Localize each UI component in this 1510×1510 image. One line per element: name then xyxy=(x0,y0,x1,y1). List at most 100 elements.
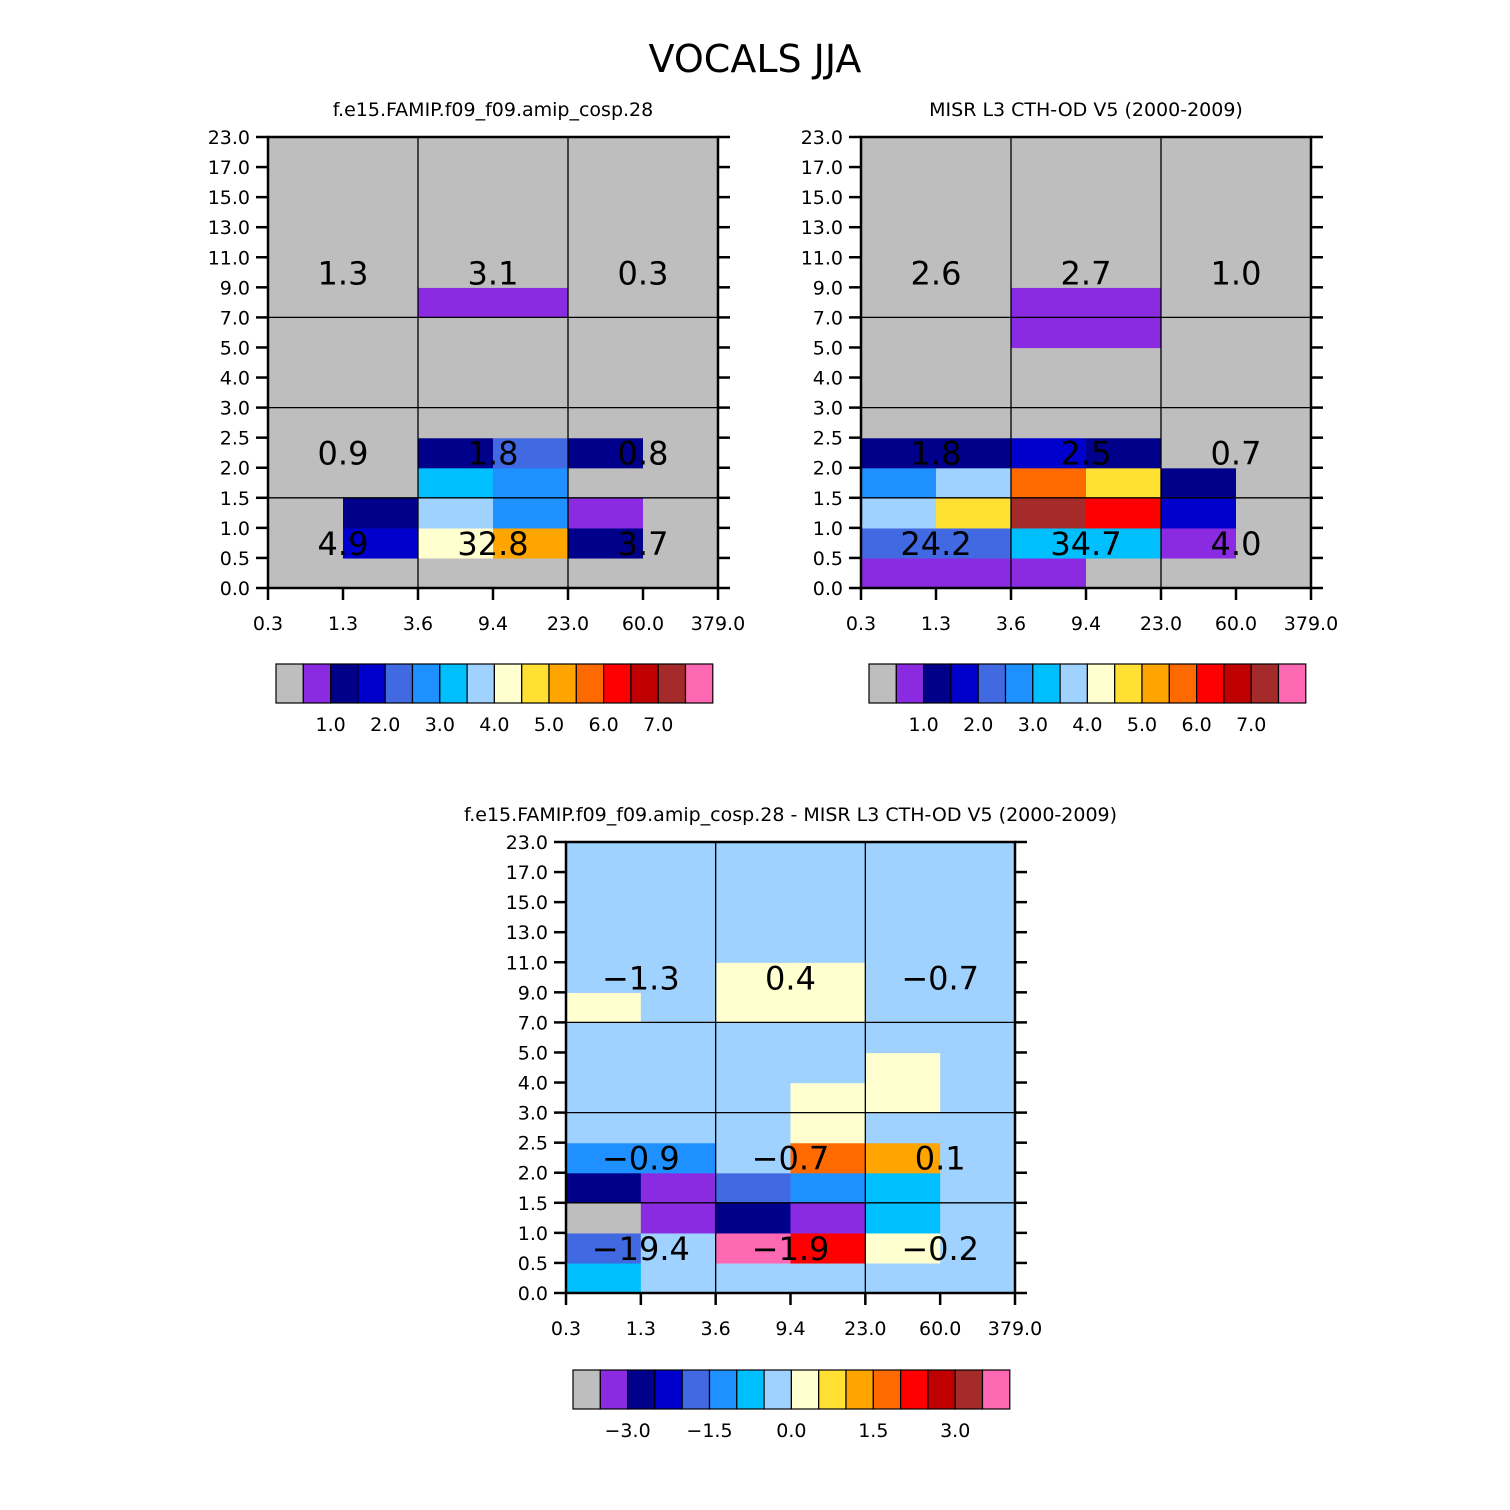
heatmap-cell xyxy=(640,1202,717,1234)
heatmap-cell xyxy=(936,497,1012,529)
colorbar-swatch xyxy=(684,663,714,704)
heatmap-cell xyxy=(1086,197,1162,228)
heatmap-cell xyxy=(1086,317,1162,349)
heatmap-cell xyxy=(343,437,419,469)
heatmap-cell xyxy=(1011,557,1087,589)
heatmap-cell xyxy=(640,1052,717,1084)
y-tick-label: 5.0 xyxy=(518,1042,548,1064)
colorbar-swatch xyxy=(466,663,496,704)
heatmap-cell xyxy=(640,1022,717,1054)
y-tick-label: 9.0 xyxy=(220,277,250,299)
heatmap-cell xyxy=(865,872,941,903)
heatmap-cell xyxy=(1236,167,1312,198)
heatmap-cell xyxy=(268,467,344,499)
colorbar-swatch xyxy=(872,1369,902,1410)
heatmap-cell xyxy=(865,1082,941,1114)
heatmap-cell xyxy=(1161,437,1237,469)
heatmap-cell xyxy=(418,317,494,349)
heatmap-cell xyxy=(715,1232,792,1264)
heatmap-cell xyxy=(566,1262,642,1294)
x-tick-label: 60.0 xyxy=(622,613,664,635)
colorbar-label: 3.0 xyxy=(940,1420,970,1442)
y-tick-label: 15.0 xyxy=(506,892,548,914)
y-tick-label: 5.0 xyxy=(813,337,843,359)
heatmap-cell xyxy=(940,1142,1016,1174)
box-total-label: 34.7 xyxy=(1050,525,1121,563)
box-total-label: 0.3 xyxy=(618,254,669,292)
heatmap-cell xyxy=(268,527,344,559)
heatmap-cell xyxy=(643,257,719,288)
heatmap-cell xyxy=(493,467,569,499)
box-total-label: 4.9 xyxy=(318,525,369,563)
heatmap-cell xyxy=(1011,257,1087,288)
y-tick-label: 15.0 xyxy=(801,187,843,209)
heatmap-cell xyxy=(568,137,644,168)
heatmap-cell xyxy=(343,527,419,559)
heatmap-cell xyxy=(715,962,792,993)
y-tick-label: 3.0 xyxy=(220,398,250,420)
heatmap-cell xyxy=(936,437,1012,469)
y-tick-label: 23.0 xyxy=(506,832,548,854)
colorbar-label: 2.0 xyxy=(963,714,993,736)
heatmap-cell xyxy=(640,1172,717,1204)
box-total-label: −0.2 xyxy=(901,1230,979,1268)
heatmap-cell xyxy=(1161,347,1237,379)
heatmap-cell xyxy=(418,557,494,589)
heatmap-cell xyxy=(640,992,717,1023)
heatmap-cell xyxy=(936,347,1012,379)
heatmap-cell xyxy=(643,197,719,228)
heatmap-cell xyxy=(1086,407,1162,439)
colorbar-label: 0.0 xyxy=(776,1420,806,1442)
heatmap-cell xyxy=(493,257,569,288)
y-tick-label: 0.5 xyxy=(220,548,250,570)
heatmap-cell xyxy=(1011,527,1087,559)
heatmap-cell xyxy=(715,992,792,1023)
panel-2: MISR L3 CTH-OD V5 (2000-2009)0.00.51.01.… xyxy=(801,99,1339,736)
heatmap-cell xyxy=(1011,437,1087,469)
colorbar-swatch xyxy=(411,663,441,704)
heatmap-cell xyxy=(643,167,719,198)
colorbar-label: 7.0 xyxy=(643,714,673,736)
colorbar-swatch xyxy=(922,663,952,704)
heatmap-cell xyxy=(493,287,569,318)
heatmap-cell xyxy=(715,872,792,903)
heatmap-cell xyxy=(936,317,1012,349)
heatmap-cell xyxy=(643,407,719,439)
box-total-label: −0.9 xyxy=(602,1140,680,1178)
heatmap-cell xyxy=(1161,527,1237,559)
y-tick-label: 1.5 xyxy=(813,488,843,510)
heatmap-cell xyxy=(343,467,419,499)
y-tick-label: 3.0 xyxy=(813,398,843,420)
heatmap-cell xyxy=(865,842,941,873)
heatmap-cell xyxy=(865,902,941,933)
heatmap-cell xyxy=(790,1202,866,1234)
box-total-label: −1.3 xyxy=(602,959,680,997)
heatmap-cell xyxy=(861,257,937,288)
heatmap-cell xyxy=(1236,287,1312,318)
heatmap-cell xyxy=(418,467,494,499)
colorbar-swatch xyxy=(681,1369,711,1410)
colorbar-label: 1.0 xyxy=(908,714,938,736)
heatmap-cell xyxy=(790,1112,866,1144)
heatmap-cell xyxy=(1161,167,1237,198)
colorbar-swatch xyxy=(493,663,523,704)
heatmap-cell xyxy=(640,872,717,903)
panel-title: f.e15.FAMIP.f09_f09.amip_cosp.28 xyxy=(333,99,653,121)
heatmap-cell xyxy=(418,377,494,409)
colorbar-swatch xyxy=(657,663,687,704)
y-tick-label: 4.0 xyxy=(813,368,843,390)
heatmap-cell xyxy=(1161,467,1237,499)
y-tick-label: 11.0 xyxy=(208,247,250,269)
colorbar-label: 6.0 xyxy=(588,714,618,736)
heatmap-cell xyxy=(566,872,642,903)
heatmap-cell xyxy=(790,962,866,993)
colorbar-swatch xyxy=(954,1369,984,1410)
heatmap-cell xyxy=(493,497,569,529)
colorbar-swatch xyxy=(790,1369,820,1410)
heatmap-cell xyxy=(268,497,344,529)
heatmap-cell xyxy=(1236,377,1312,409)
heatmap-cell xyxy=(268,167,344,198)
heatmap-cell xyxy=(568,347,644,379)
x-tick-label: 1.3 xyxy=(921,613,951,635)
heatmap-cell xyxy=(861,197,937,228)
